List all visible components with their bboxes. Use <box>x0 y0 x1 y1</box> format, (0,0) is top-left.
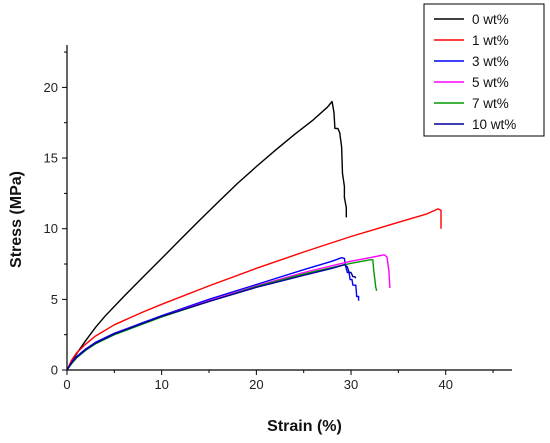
legend-label: 1 wt% <box>472 33 509 48</box>
legend-label: 3 wt% <box>472 54 509 69</box>
x-tick-label: 0 <box>63 377 70 392</box>
y-tick-label: 15 <box>44 151 58 166</box>
x-tick-label: 10 <box>154 377 168 392</box>
x-axis-title: Strain (%) <box>267 418 342 435</box>
series-line-6 <box>66 264 357 371</box>
series-line-3 <box>66 257 360 371</box>
axes: 0 10 20 30 40 0 5 10 15 20 <box>44 45 512 392</box>
y-tick-label: 5 <box>51 292 58 307</box>
plot-area <box>66 100 442 371</box>
x-tick-label: 30 <box>344 377 358 392</box>
y-tick-label: 0 <box>51 363 58 378</box>
x-tick-label: 20 <box>249 377 263 392</box>
legend-label: 10 wt% <box>472 117 516 132</box>
y-tick-label: 20 <box>44 80 58 95</box>
y-axis-title: Stress (MPa) <box>8 171 25 268</box>
y-tick-label: 10 <box>44 221 58 236</box>
series-line-1 <box>66 100 347 371</box>
series-line-2 <box>66 208 442 371</box>
legend-label: 7 wt% <box>472 96 509 111</box>
legend: 0 wt% 1 wt% 3 wt% 5 wt% 7 wt% 10 wt% <box>423 3 545 137</box>
legend-box <box>423 3 545 137</box>
series-line-5 <box>66 259 378 371</box>
x-tick-label: 40 <box>438 377 452 392</box>
series-line-4 <box>66 254 391 371</box>
legend-label: 5 wt% <box>472 75 509 90</box>
legend-label: 0 wt% <box>472 12 509 27</box>
